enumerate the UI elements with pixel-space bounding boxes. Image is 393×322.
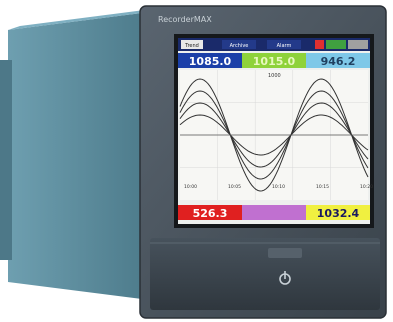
door-panel xyxy=(150,238,380,310)
top-reading-box xyxy=(178,53,242,68)
side-panel-top xyxy=(8,8,160,30)
scale-label: 1000 xyxy=(268,73,281,79)
bottom-reading-value: 1032.4 xyxy=(317,207,360,220)
status-indicator-icon xyxy=(326,40,346,49)
tab-label: Archive xyxy=(230,43,249,49)
tab-1[interactable] xyxy=(222,40,256,49)
top-reading-box xyxy=(306,53,370,68)
top-reading-box xyxy=(242,53,306,68)
trend-curve-3 xyxy=(179,114,369,156)
power-icon[interactable] xyxy=(279,271,291,285)
tab-2[interactable] xyxy=(267,40,301,49)
top-reading-value: 946.2 xyxy=(321,55,356,68)
bottom-reading-value: 526.3 xyxy=(193,207,228,220)
tab-0[interactable] xyxy=(181,40,203,49)
time-label: 10:20 xyxy=(360,184,373,190)
time-label: 10:05 xyxy=(228,184,241,190)
bottom-reading-box xyxy=(242,205,306,220)
trend-curve-1 xyxy=(179,90,369,180)
alarm-indicator-icon xyxy=(315,40,324,49)
side-mount-bracket xyxy=(0,60,12,260)
trend-curve-0 xyxy=(179,78,369,192)
bottom-reading-box xyxy=(306,205,370,220)
tab-label: Alarm xyxy=(277,43,292,49)
time-label: 10:00 xyxy=(184,184,197,190)
front-bezel-edge xyxy=(139,5,387,319)
trend-curve-2 xyxy=(179,102,369,168)
top-reading-value: 1015.0 xyxy=(253,55,296,68)
side-panel xyxy=(8,12,150,300)
time-label: 10:15 xyxy=(316,184,329,190)
battery-icon xyxy=(348,40,368,49)
brand-label: RecorderMAX xyxy=(158,15,212,24)
door-handle[interactable] xyxy=(268,248,302,258)
time-label: 10:10 xyxy=(272,184,285,190)
bottom-reading-box xyxy=(178,205,242,220)
tab-label: Trend xyxy=(184,43,199,49)
top-reading-value: 1085.0 xyxy=(189,55,232,68)
screen: Trend Archive Alarm 1085.0 1015.0 946.2 1000… xyxy=(178,38,373,224)
